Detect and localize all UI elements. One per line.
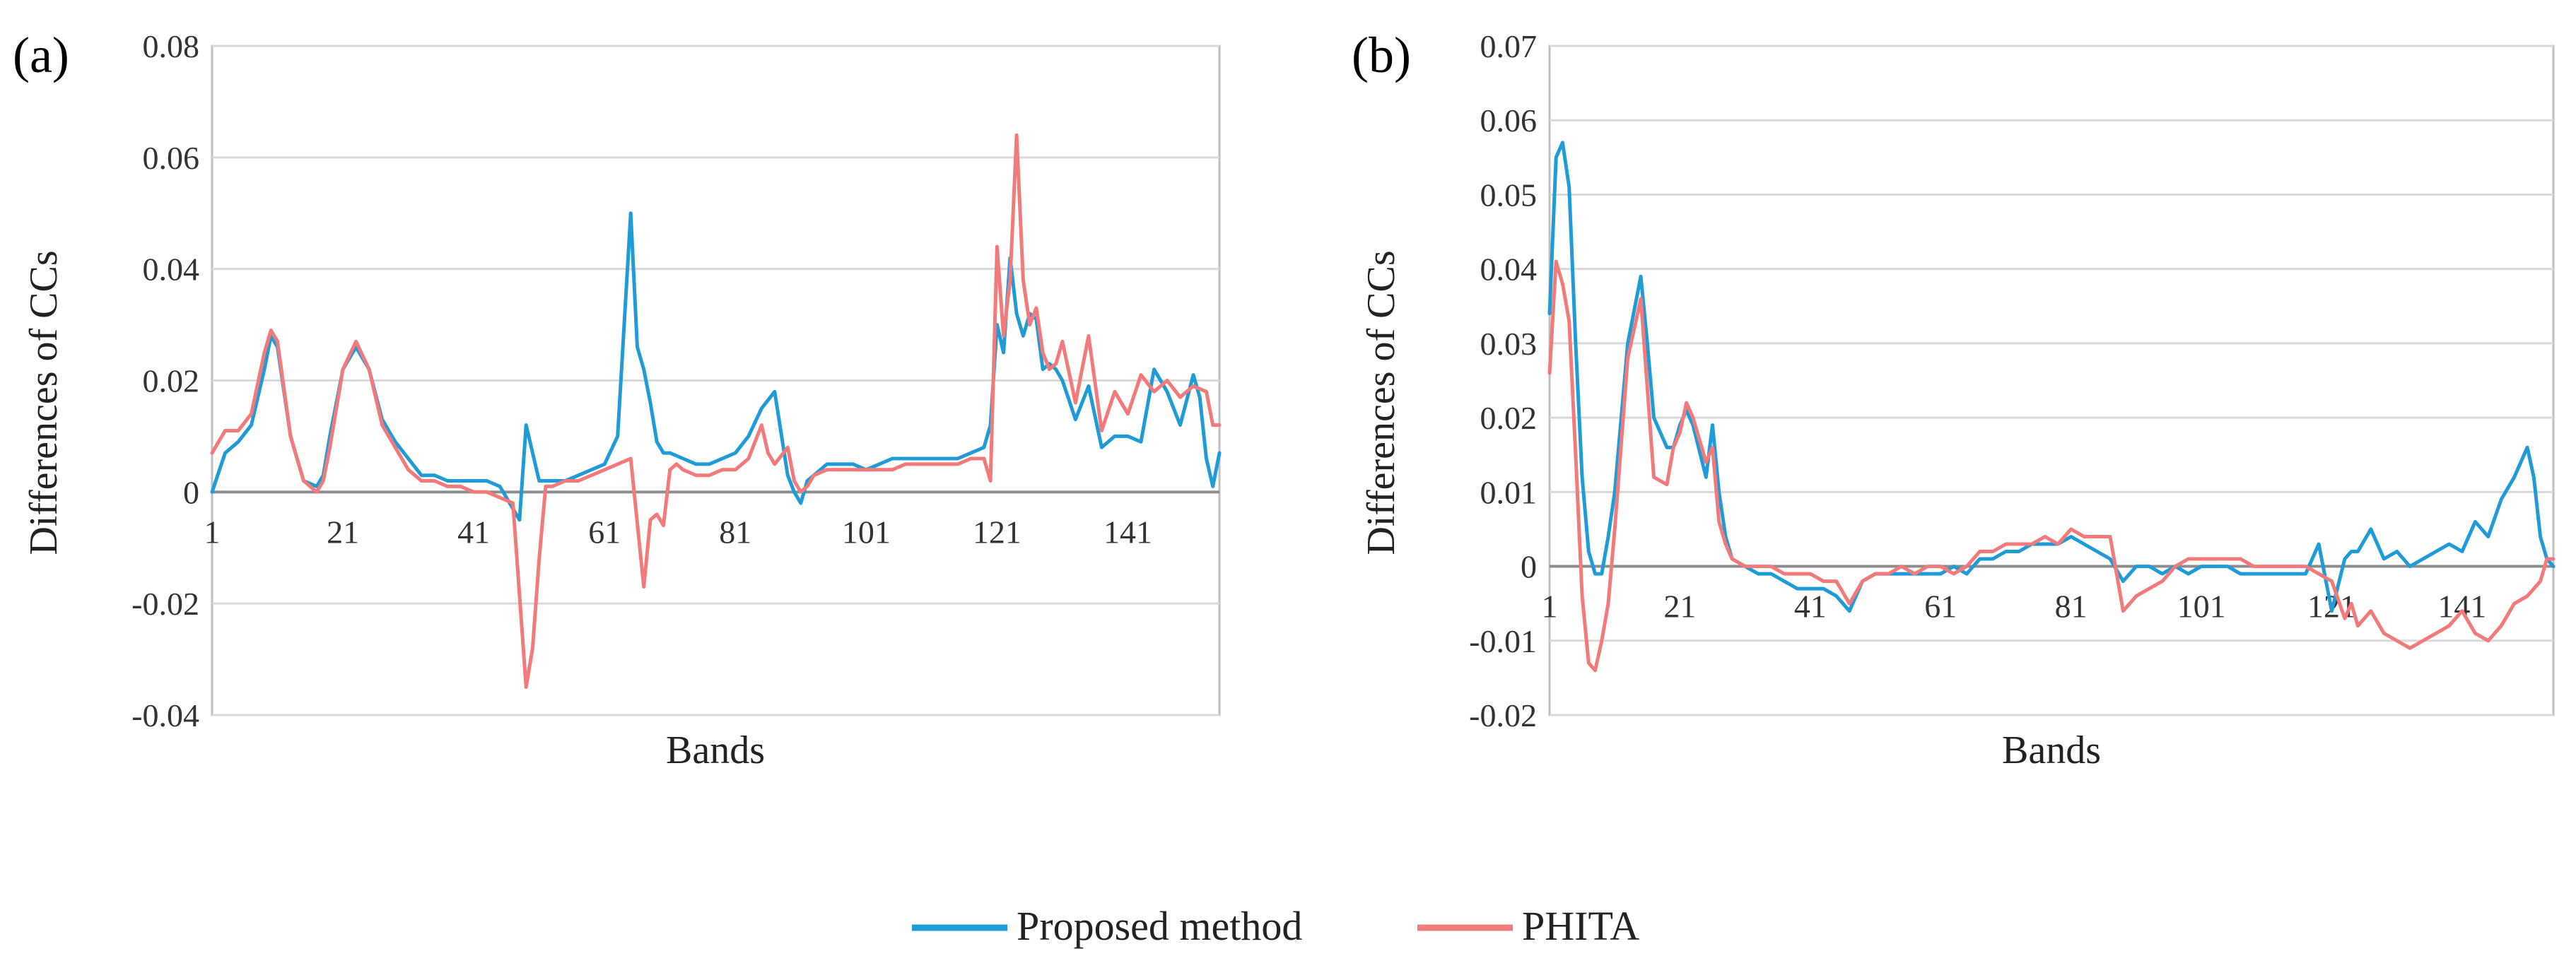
y-tick-label: -0.02 bbox=[131, 586, 199, 622]
y-tick-label: -0.04 bbox=[131, 697, 199, 733]
x-tick-label: 61 bbox=[1924, 589, 1957, 625]
x-axis-title: Bands bbox=[2002, 728, 2101, 772]
plot-area bbox=[1548, 45, 2555, 716]
x-tick-label: 61 bbox=[588, 514, 621, 550]
legend-label-proposed: Proposed method bbox=[1017, 903, 1302, 949]
y-axis-title: Differences of CCs bbox=[22, 250, 66, 555]
series-line-phita bbox=[1547, 259, 2555, 673]
y-tick-label: 0.03 bbox=[1480, 326, 1538, 362]
y-tick-label: 0 bbox=[1521, 549, 1537, 585]
y-tick-label: 0.04 bbox=[143, 252, 200, 288]
x-tick-label: 21 bbox=[327, 514, 359, 550]
x-tick-label: 81 bbox=[719, 514, 751, 550]
y-tick-label: 0.04 bbox=[1480, 252, 1538, 288]
y-axis-title: Differences of CCs bbox=[1359, 250, 1403, 555]
legend-label-phita: PHITA bbox=[1522, 903, 1639, 949]
y-tick-label: 0.05 bbox=[1480, 177, 1538, 213]
chart-panel-b: (b) -0.02 -0.01 0 0.01 0.02 0.03 0.04 0.05 0.06 0… bbox=[1352, 27, 2555, 772]
y-tick-label: 0.06 bbox=[143, 140, 200, 176]
y-tick-label: 0.08 bbox=[143, 28, 200, 64]
x-tick-label: 141 bbox=[1103, 514, 1152, 550]
y-tick-label: -0.01 bbox=[1469, 623, 1537, 659]
x-tick-label: 41 bbox=[457, 514, 490, 550]
x-tick-label: 101 bbox=[842, 514, 891, 550]
legend: Proposed method PHITA bbox=[912, 903, 1639, 949]
x-tick-label: 1 bbox=[204, 514, 221, 550]
panel-label: (b) bbox=[1352, 27, 1411, 83]
x-axis-title: Bands bbox=[666, 728, 765, 772]
x-tick-label: 21 bbox=[1663, 589, 1696, 625]
x-tick-label: 101 bbox=[2177, 589, 2226, 625]
x-tick-label: 41 bbox=[1794, 589, 1827, 625]
y-tick-label: 0.02 bbox=[1480, 400, 1538, 436]
panel-label: (a) bbox=[13, 27, 69, 83]
y-tick-label: 0.06 bbox=[1480, 102, 1538, 138]
y-tick-label: 0.07 bbox=[1480, 28, 1538, 64]
y-tick-label: 0 bbox=[183, 474, 199, 510]
y-tick-label: 0.01 bbox=[1480, 474, 1538, 510]
y-tick-label: -0.02 bbox=[1469, 697, 1537, 733]
x-tick-label: 1 bbox=[1542, 589, 1558, 625]
series-line-phita bbox=[210, 133, 1222, 689]
series-line-proposed-method bbox=[1547, 141, 2555, 613]
x-tick-label: 81 bbox=[2055, 589, 2088, 625]
x-tick-label: 141 bbox=[2437, 589, 2486, 625]
x-tick-label: 121 bbox=[973, 514, 1021, 550]
y-tick-label: 0.02 bbox=[143, 363, 200, 399]
